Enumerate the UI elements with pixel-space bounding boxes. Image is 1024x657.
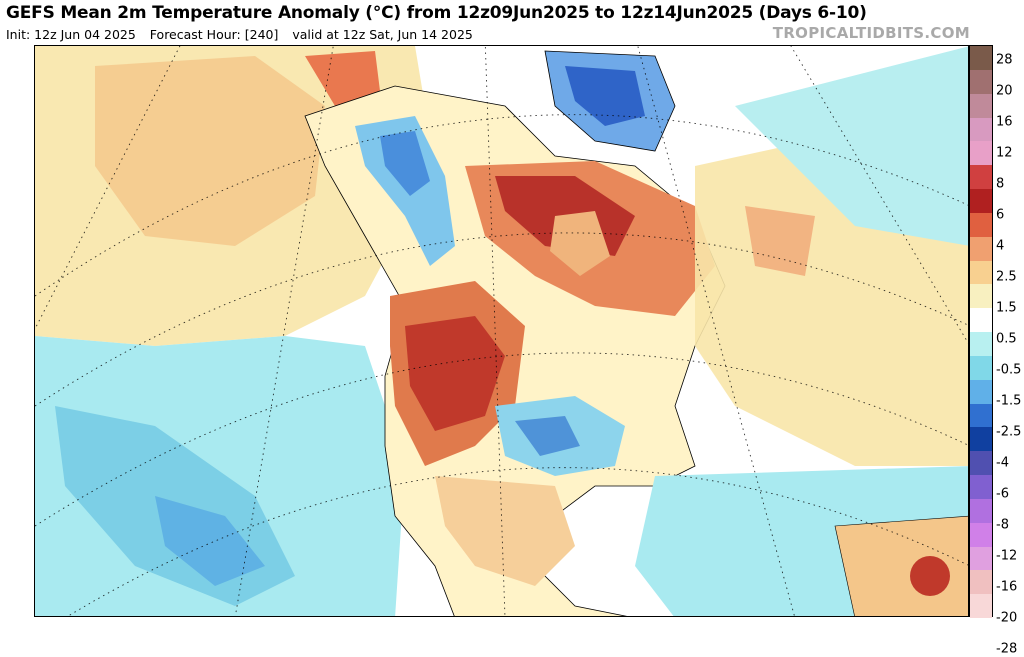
colorbar-segment <box>970 189 992 214</box>
colorbar-segment <box>970 260 992 285</box>
colorbar-tick-label: -12 <box>996 548 1018 564</box>
source-credit: TROPICALTIDBITS.COM <box>772 24 970 42</box>
colorbar-tick-label: -20 <box>996 610 1018 626</box>
graticule <box>35 46 968 616</box>
map-title: GEFS Mean 2m Temperature Anomaly (°C) fr… <box>6 3 867 23</box>
anomaly-area-british-columbia-cool <box>355 116 455 266</box>
colorbar-segment <box>970 236 992 261</box>
anomaly-area-alaska-interior-warm <box>95 56 325 246</box>
anomaly-area-bering-warm <box>305 51 380 106</box>
colorbar-tick-label: 1.5 <box>996 300 1017 316</box>
valid-time: valid at 12z Sat, Jun 14 2025 <box>292 27 473 42</box>
colorbar-tick-label: 8 <box>996 176 1005 192</box>
colorbar-segment <box>970 403 992 428</box>
colorbar-tick-label: 6 <box>996 207 1005 223</box>
colorbar-tick-label: 12 <box>996 145 1013 161</box>
colorbar-tick-label: 4 <box>996 238 1005 254</box>
anomaly-area-northern-south-america-warm <box>834 515 968 616</box>
colorbar <box>969 45 993 619</box>
anomaly-area-mexico-warm <box>435 476 575 586</box>
init-time: Init: 12z Jun 04 2025 <box>6 27 136 42</box>
colorbar-segment <box>970 427 992 452</box>
colorbar-segment <box>970 69 992 95</box>
colorbar-segment <box>970 93 992 118</box>
anomaly-area-hudson-bay <box>550 211 610 276</box>
colorbar-tick-label: -0.5 <box>996 362 1022 378</box>
colorbar-tick-label: -6 <box>996 486 1009 502</box>
colorbar-segment <box>970 284 992 309</box>
colorbar-segment <box>970 594 992 619</box>
colorbar-segment <box>970 355 992 381</box>
anomaly-map-canvas <box>35 46 968 616</box>
anomaly-area-southern-plains-cool-core <box>515 416 580 456</box>
colorbar-segment <box>970 570 992 595</box>
anomaly-area-western-us-warm-core <box>405 316 505 431</box>
colorbar-segment <box>970 117 992 142</box>
colorbar-segment <box>970 141 992 166</box>
anomaly-area-eastern-pacific-cool-deep <box>155 496 265 586</box>
colorbar-segment <box>970 165 992 190</box>
colorbar-tick-label: -16 <box>996 579 1018 595</box>
colorbar-tick-label: -8 <box>996 517 1009 533</box>
colorbar-segment <box>970 475 992 500</box>
colorbar-segment <box>970 451 992 476</box>
colorbar-tick-label: -1.5 <box>996 393 1022 409</box>
colorbar-segment <box>970 332 992 357</box>
colorbar-segment <box>970 498 992 524</box>
colorbar-segment <box>970 546 992 571</box>
colorbar-tick-label: 28 <box>996 52 1013 68</box>
colorbar-tick-label: 2.5 <box>996 269 1017 285</box>
map-subtitle: Init: 12z Jun 04 2025 Forecast Hour: [24… <box>6 27 483 42</box>
colorbar-tick-label: 20 <box>996 83 1013 99</box>
forecast-hour: Forecast Hour: [240] <box>149 27 279 42</box>
anomaly-area-northern-south-america-warm-core <box>910 556 950 596</box>
colorbar-segment <box>970 212 992 238</box>
colorbar-tick-label: -28 <box>996 641 1018 657</box>
colorbar-segment <box>970 522 992 547</box>
anomaly-area-atlantic-cool <box>735 46 968 246</box>
colorbar-segment <box>970 46 992 71</box>
anomaly-map <box>34 45 969 617</box>
colorbar-tick-label: 16 <box>996 114 1013 130</box>
colorbar-tick-label: -4 <box>996 455 1009 471</box>
anomaly-area-greenland-cool-core <box>565 66 645 126</box>
anomaly-area-north-atlantic-warm-spot <box>745 206 815 276</box>
colorbar-tick-label: 0.5 <box>996 331 1017 347</box>
colorbar-tick-label: -2.5 <box>996 424 1022 440</box>
anomaly-area-british-columbia-cool-core <box>380 131 430 196</box>
colorbar-segment <box>970 308 992 333</box>
colorbar-segment <box>970 379 992 404</box>
